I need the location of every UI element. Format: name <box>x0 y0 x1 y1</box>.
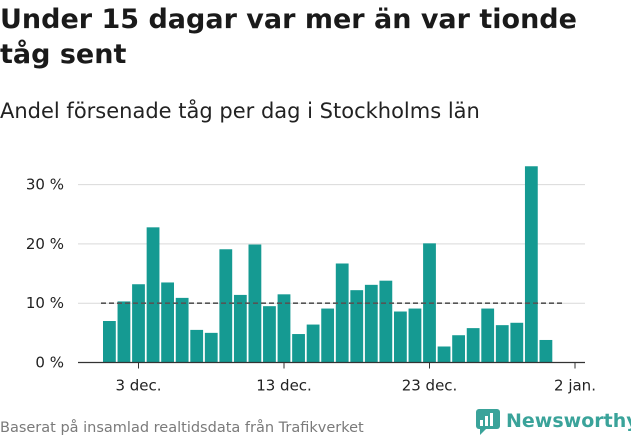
y-tick-label: 30 % <box>26 176 64 194</box>
y-tick-label: 20 % <box>26 235 64 253</box>
bar[interactable] <box>132 284 145 363</box>
x-tick-label: 23 dec. <box>402 377 458 395</box>
bar[interactable] <box>233 294 247 363</box>
source-note: Baserat på insamlad realtidsdata från Tr… <box>0 420 364 436</box>
bar[interactable] <box>263 306 276 363</box>
bar[interactable] <box>204 332 218 363</box>
newsworthy-logo[interactable]: Newsworthy <box>476 408 631 436</box>
bar[interactable] <box>190 329 204 363</box>
bar[interactable] <box>364 284 378 363</box>
x-tick-label: 3 dec. <box>115 377 161 395</box>
bar[interactable] <box>394 311 407 363</box>
newsworthy-logo-text: Newsworthy <box>506 410 631 432</box>
bar[interactable] <box>539 339 553 363</box>
bar[interactable] <box>321 308 335 363</box>
bar[interactable] <box>350 290 364 363</box>
bar[interactable] <box>510 322 524 363</box>
bar[interactable] <box>219 249 233 363</box>
bar[interactable] <box>103 321 116 363</box>
newsworthy-logo-icon <box>476 409 500 435</box>
y-tick-label: 0 % <box>35 354 64 372</box>
bar[interactable] <box>175 297 189 363</box>
bar[interactable] <box>481 308 495 363</box>
bar[interactable] <box>379 280 393 363</box>
bar[interactable] <box>161 282 174 363</box>
bar[interactable] <box>306 324 320 363</box>
bar[interactable] <box>524 166 538 363</box>
bar[interactable] <box>437 346 451 363</box>
bar[interactable] <box>466 328 480 363</box>
axes: 0 % 10 % 20 % 30 % 3 dec. 13 dec. 23 dec. 2 jan… <box>26 176 596 395</box>
bar[interactable] <box>495 325 509 363</box>
x-tick-label: 13 dec. <box>256 377 312 395</box>
bars <box>103 166 553 363</box>
bar[interactable] <box>408 308 422 363</box>
bar[interactable] <box>452 335 465 363</box>
bar[interactable] <box>117 301 131 363</box>
bar[interactable] <box>292 334 305 363</box>
chart-title: Under 15 dagar var mer än var tionde tåg… <box>0 4 577 70</box>
bar[interactable] <box>335 263 349 363</box>
chart-subtitle: Andel försenade tåg per dag i Stockholms… <box>0 99 480 123</box>
y-tick-label: 10 % <box>26 294 64 312</box>
x-tick-label: 2 jan. <box>554 377 596 395</box>
bar[interactable] <box>146 227 160 363</box>
bar[interactable] <box>277 294 291 363</box>
